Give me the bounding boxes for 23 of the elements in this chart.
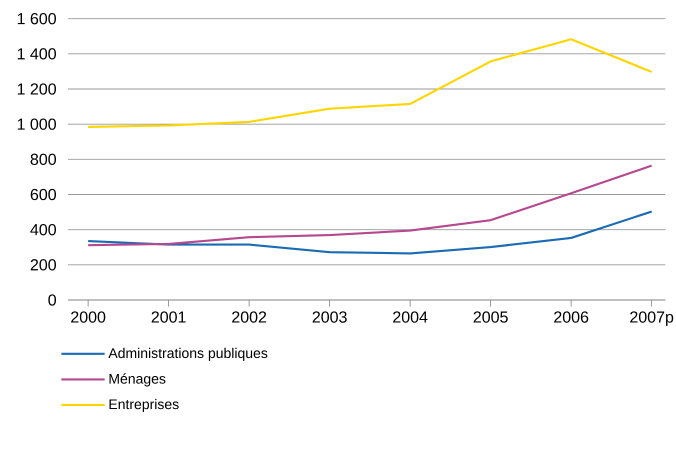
x-tick-label: 2006 (554, 311, 588, 323)
y-tick-label: 0 (48, 294, 56, 306)
x-tick-label: 2003 (312, 311, 347, 323)
legend-label: Ménages (110, 373, 166, 386)
line-series (87, 38, 653, 128)
y-tick-label: 600 (30, 188, 56, 200)
x-tick-label: 2005 (474, 311, 508, 323)
x-tick-label: 2007p (630, 311, 674, 326)
y-tick-label: 1 200 (18, 83, 56, 94)
x-tick-label: 2000 (71, 311, 106, 323)
x-tick-label: 2001 (152, 311, 186, 323)
line-series (87, 164, 653, 246)
line-series (87, 210, 653, 254)
legend-label: Entreprises (110, 398, 179, 412)
legend-label: Administrations publiques (108, 348, 268, 361)
x-tick-label: 2002 (232, 311, 266, 323)
y-tick-label: 1 400 (18, 48, 56, 60)
x-tick-label: 2004 (393, 311, 428, 323)
y-tick-label: 800 (30, 154, 56, 165)
y-tick-label: 200 (30, 259, 56, 270)
y-tick-label: 400 (30, 224, 56, 236)
y-tick-label: 1 600 (18, 12, 56, 24)
y-tick-label: 1 000 (18, 118, 56, 130)
